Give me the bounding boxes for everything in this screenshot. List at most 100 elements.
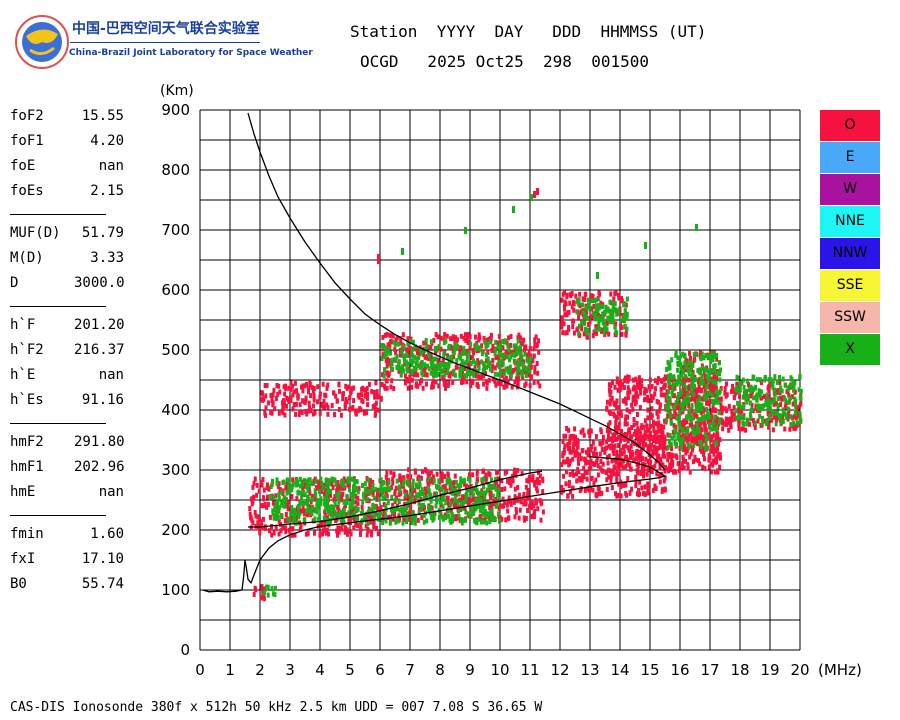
echo-mark	[704, 445, 708, 451]
echo-mark	[292, 518, 296, 524]
echo-mark	[657, 428, 661, 434]
echo-mark	[599, 441, 603, 447]
echo-mark	[653, 463, 657, 469]
echo-mark	[447, 503, 451, 509]
echo-mark	[776, 402, 780, 408]
echo-mark	[309, 393, 313, 399]
echo-mark	[620, 461, 624, 467]
echo-mark	[755, 392, 759, 398]
echo-mark	[304, 409, 308, 415]
echo-mark	[290, 493, 294, 499]
echo-mark	[451, 484, 455, 490]
echo-mark	[413, 516, 417, 522]
echo-mark	[286, 486, 290, 492]
echo-mark	[724, 406, 728, 412]
echo-mark	[466, 367, 470, 373]
echo-mark	[757, 388, 761, 394]
echo-mark	[677, 374, 681, 380]
echo-mark	[468, 345, 472, 351]
echo-mark	[656, 434, 660, 440]
echo-mark	[524, 515, 528, 521]
echo-mark	[638, 479, 642, 485]
echo-mark	[291, 509, 295, 515]
echo-mark	[567, 309, 571, 315]
echo-mark	[721, 426, 725, 432]
param-name: fmin	[10, 526, 44, 542]
echo-mark	[698, 461, 702, 467]
echo-mark	[696, 458, 700, 464]
echo-mark	[347, 483, 351, 489]
echo-mark	[461, 365, 465, 371]
echo-mark	[485, 514, 489, 520]
echo-mark	[526, 488, 530, 494]
echo-mark	[272, 387, 276, 393]
echo-mark	[501, 339, 505, 345]
echo-mark	[333, 502, 337, 508]
echo-mark	[466, 476, 470, 482]
echo-mark	[288, 516, 292, 522]
echo-mark	[390, 358, 394, 364]
echo-mark	[498, 514, 502, 520]
echo-mark	[509, 482, 513, 488]
echo-mark	[572, 439, 576, 445]
echo-mark	[609, 478, 613, 484]
echo-mark	[324, 478, 328, 484]
echo-mark	[702, 370, 706, 376]
echo-mark	[624, 414, 628, 420]
echo-mark	[472, 511, 476, 517]
echo-mark	[767, 388, 771, 394]
echo-mark	[363, 481, 367, 487]
echo-mark	[646, 398, 650, 404]
echo-mark	[459, 482, 463, 488]
echo-mark	[773, 410, 777, 416]
echo-mark	[484, 472, 488, 478]
echo-mark	[569, 449, 573, 455]
echo-mark	[489, 510, 493, 516]
echo-mark	[619, 409, 623, 415]
echo-mark	[625, 315, 629, 321]
echo-mark	[691, 396, 695, 402]
echo-mark	[264, 393, 268, 399]
echo-mark	[490, 368, 494, 374]
echo-mark	[609, 397, 613, 403]
echo-mark	[572, 330, 576, 336]
echo-mark	[289, 398, 293, 404]
echo-mark	[771, 385, 775, 391]
echo-mark	[313, 496, 317, 502]
echo-mark	[275, 477, 279, 483]
echo-mark	[794, 399, 798, 405]
echo-mark	[588, 461, 592, 467]
echo-mark	[667, 405, 671, 411]
echo-mark	[635, 411, 639, 417]
echo-mark	[528, 495, 532, 501]
echo-mark	[374, 407, 378, 413]
echo-mark	[446, 364, 450, 370]
echo-mark	[367, 381, 371, 387]
echo-mark	[593, 298, 597, 304]
echo-mark	[509, 501, 513, 507]
echo-mark	[706, 419, 710, 425]
echo-mark	[305, 381, 309, 387]
echo-mark	[316, 479, 320, 485]
legend-item: W	[820, 174, 880, 205]
echo-mark	[736, 383, 740, 389]
echo-mark	[424, 381, 428, 387]
echo-mark	[603, 449, 607, 455]
echo-mark	[373, 412, 377, 418]
echo-mark	[712, 407, 716, 413]
echo-mark	[499, 359, 503, 365]
y-tick-label: 400	[161, 401, 190, 419]
echo-mark	[615, 436, 619, 442]
echo-mark	[270, 493, 274, 499]
param-name: hmF2	[10, 434, 44, 450]
echo-mark	[786, 406, 790, 412]
echo-mark	[473, 364, 477, 370]
echo-mark	[586, 327, 590, 333]
echo-mark	[693, 355, 697, 361]
echo-mark	[248, 505, 252, 511]
echo-mark	[603, 332, 607, 338]
echo-mark	[417, 352, 421, 358]
echo-mark	[699, 377, 703, 383]
echo-mark	[377, 407, 381, 413]
echo-mark	[577, 460, 581, 466]
